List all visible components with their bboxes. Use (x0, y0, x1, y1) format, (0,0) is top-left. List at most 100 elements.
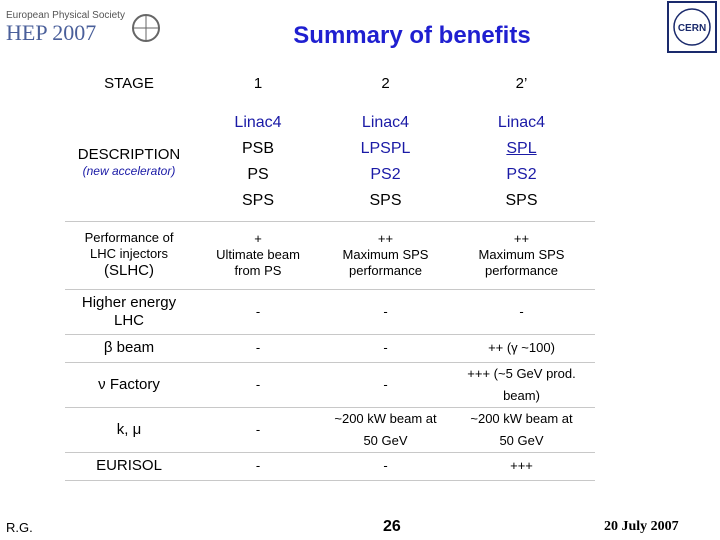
accelerator-name: PS (247, 165, 269, 183)
benefit-text: ~200 kW beam at (334, 410, 437, 426)
slide-title: Summary of benefits (293, 22, 530, 49)
benefit-text: - (519, 303, 524, 319)
benefit-text: - (255, 376, 261, 392)
cern-logo-text: CERN (678, 23, 706, 34)
benefit-cell: ~200 kW beam at 50 GeV (323, 407, 448, 453)
benefit-text: - (383, 376, 388, 392)
society-name: European Physical Society (6, 10, 125, 21)
accelerator-name: PS2 (370, 165, 401, 183)
benefit-cell: ++ Maximum SPS performance (448, 221, 595, 290)
benefit-text: Maximum SPS (342, 247, 429, 262)
footer-author: R.G. (6, 520, 33, 535)
benefit-text: from PS (234, 263, 282, 278)
benefit-text: - (255, 340, 261, 355)
benefit-row: EURISOL - - +++ (65, 452, 595, 481)
benefits-table: STAGE 1 2 2’ DESCRIPTION (new accelerator) Lin… (65, 75, 595, 481)
benefit-cell: - (193, 452, 323, 481)
benefit-text: ++ (γ ~100) (488, 340, 555, 355)
row-label: k, μ (116, 420, 142, 438)
header-cell: STAGE (104, 75, 154, 92)
benefit-cell: - (323, 452, 448, 481)
row-label-cell: Higher energy LHC (65, 289, 193, 335)
row-label: β beam (103, 339, 155, 356)
description-cell: Linac4 SPL PS2 SPS (448, 103, 595, 222)
accelerator-name: Linac4 (234, 113, 282, 131)
row-label: Performance of (84, 230, 174, 246)
benefit-cell: ~200 kW beam at 50 GeV (448, 407, 595, 453)
accelerator-name: SPS (241, 191, 274, 209)
benefit-text: - (383, 340, 388, 355)
benefit-text: ++ (377, 231, 394, 246)
benefit-cell: ++ Maximum SPS performance (323, 221, 448, 290)
benefit-cell: +++ (~5 GeV prod. beam) (448, 362, 595, 408)
benefit-text: +++ (~5 GeV prod. (467, 365, 576, 381)
benefit-cell: ++ (γ ~100) (448, 334, 595, 363)
description-cell: Linac4 LPSPL PS2 SPS (323, 103, 448, 222)
benefit-text: - (255, 303, 261, 319)
cern-logo-ring (673, 8, 711, 46)
header-cell: 2’ (515, 75, 528, 92)
benefit-row: k, μ - ~200 kW beam at 50 GeV ~200 kW beam a… (65, 407, 595, 453)
benefit-cell: - (193, 289, 323, 335)
benefit-cell: - (323, 362, 448, 408)
benefit-cell: - (193, 362, 323, 408)
accelerator-name: LPSPL (360, 139, 411, 157)
benefit-row: Higher energy LHC - - - (65, 289, 595, 335)
accelerator-name: PS2 (506, 165, 537, 183)
benefit-text: 50 GeV (363, 432, 408, 448)
benefit-text: 50 GeV (499, 432, 544, 448)
row-label: EURISOL (96, 457, 162, 474)
benefit-text: Ultimate beam (216, 247, 300, 262)
description-note: (new accelerator) (82, 163, 176, 178)
benefit-cell: +++ (448, 452, 595, 481)
description-row: DESCRIPTION (new accelerator) Linac4 PSB PS S… (65, 103, 595, 222)
row-label: Higher energy (81, 293, 177, 311)
benefit-row: ν Factory - - +++ (~5 GeV prod. beam) (65, 362, 595, 408)
footer-page: 26 (383, 518, 401, 535)
benefit-text: - (383, 303, 388, 319)
benefit-text: - (255, 421, 261, 437)
benefit-text: + (254, 231, 262, 246)
row-label: LHC (113, 311, 144, 329)
row-label-cell: k, μ (65, 407, 193, 453)
benefit-row: Performance of LHC injectors (SLHC) + Ultima… (65, 221, 595, 290)
benefit-cell: - (448, 289, 595, 335)
accelerator-name: SPS (505, 191, 538, 209)
cern-logo-box (667, 1, 717, 53)
footer-date: 20 July 2007 (604, 519, 679, 534)
row-label-cell: Performance of LHC injectors (SLHC) (65, 221, 193, 290)
conference-name: HEP 2007 (6, 20, 96, 45)
benefit-cell: - (193, 407, 323, 453)
header-cell: 2 (381, 75, 390, 92)
row-label-cell: EURISOL (65, 452, 193, 481)
benefit-cell: - (193, 334, 323, 363)
row-label-cell: β beam (65, 334, 193, 363)
description-label: DESCRIPTION (77, 145, 181, 163)
benefit-text: performance (485, 263, 558, 278)
accelerator-name: Linac4 (361, 113, 410, 131)
benefit-text: Maximum SPS (478, 247, 565, 262)
description-cell: Linac4 PSB PS SPS (193, 103, 323, 222)
accelerator-name: SPS (369, 191, 402, 209)
header-cell: 1 (253, 75, 263, 92)
row-label: ν Factory (98, 375, 160, 393)
header-graphics: CERN European Physical Society HEP 2007 … (6, 1, 717, 53)
header-row: STAGE 1 2 2’ (65, 75, 595, 103)
row-label: LHC injectors (89, 246, 169, 261)
benefit-text: - (383, 458, 388, 473)
description-label-cell: DESCRIPTION (new accelerator) (65, 103, 193, 222)
accelerator-name: SPL (506, 139, 537, 157)
benefit-cell: + Ultimate beam from PS (193, 221, 323, 290)
benefit-text: +++ (510, 458, 533, 473)
benefit-row: β beam - - ++ (γ ~100) (65, 334, 595, 363)
benefit-text: ++ (513, 231, 530, 246)
benefit-text: beam) (503, 387, 540, 403)
benefit-cell: - (323, 334, 448, 363)
benefit-text: ~200 kW beam at (470, 410, 573, 426)
row-label-cell: ν Factory (65, 362, 193, 408)
benefit-text: - (255, 458, 261, 473)
accelerator-name: Linac4 (497, 113, 546, 131)
benefit-text: performance (349, 263, 422, 278)
accelerator-name: PSB (241, 139, 274, 157)
